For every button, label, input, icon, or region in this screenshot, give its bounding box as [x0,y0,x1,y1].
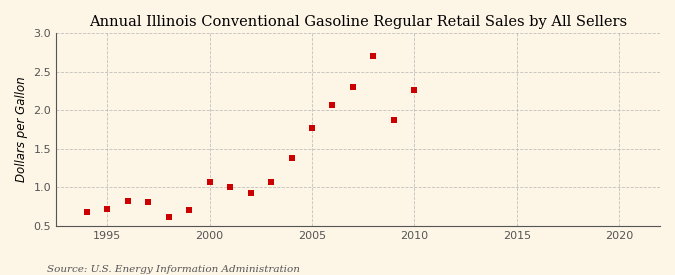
Point [348,85,358,89]
Point [205,180,215,184]
Point [266,180,277,184]
Point [184,208,194,213]
Point [286,156,297,160]
Point [82,210,92,214]
Point [389,118,400,122]
Point [122,199,133,204]
Point [409,88,420,92]
Point [368,54,379,58]
Point [225,185,236,189]
Point [143,200,154,204]
Title: Annual Illinois Conventional Gasoline Regular Retail Sales by All Sellers: Annual Illinois Conventional Gasoline Re… [89,15,627,29]
Point [245,191,256,195]
Point [163,214,174,219]
Point [102,207,113,211]
Point [306,126,317,130]
Point [327,103,338,107]
Text: Source: U.S. Energy Information Administration: Source: U.S. Energy Information Administ… [47,265,300,274]
Y-axis label: Dollars per Gallon: Dollars per Gallon [15,76,28,182]
